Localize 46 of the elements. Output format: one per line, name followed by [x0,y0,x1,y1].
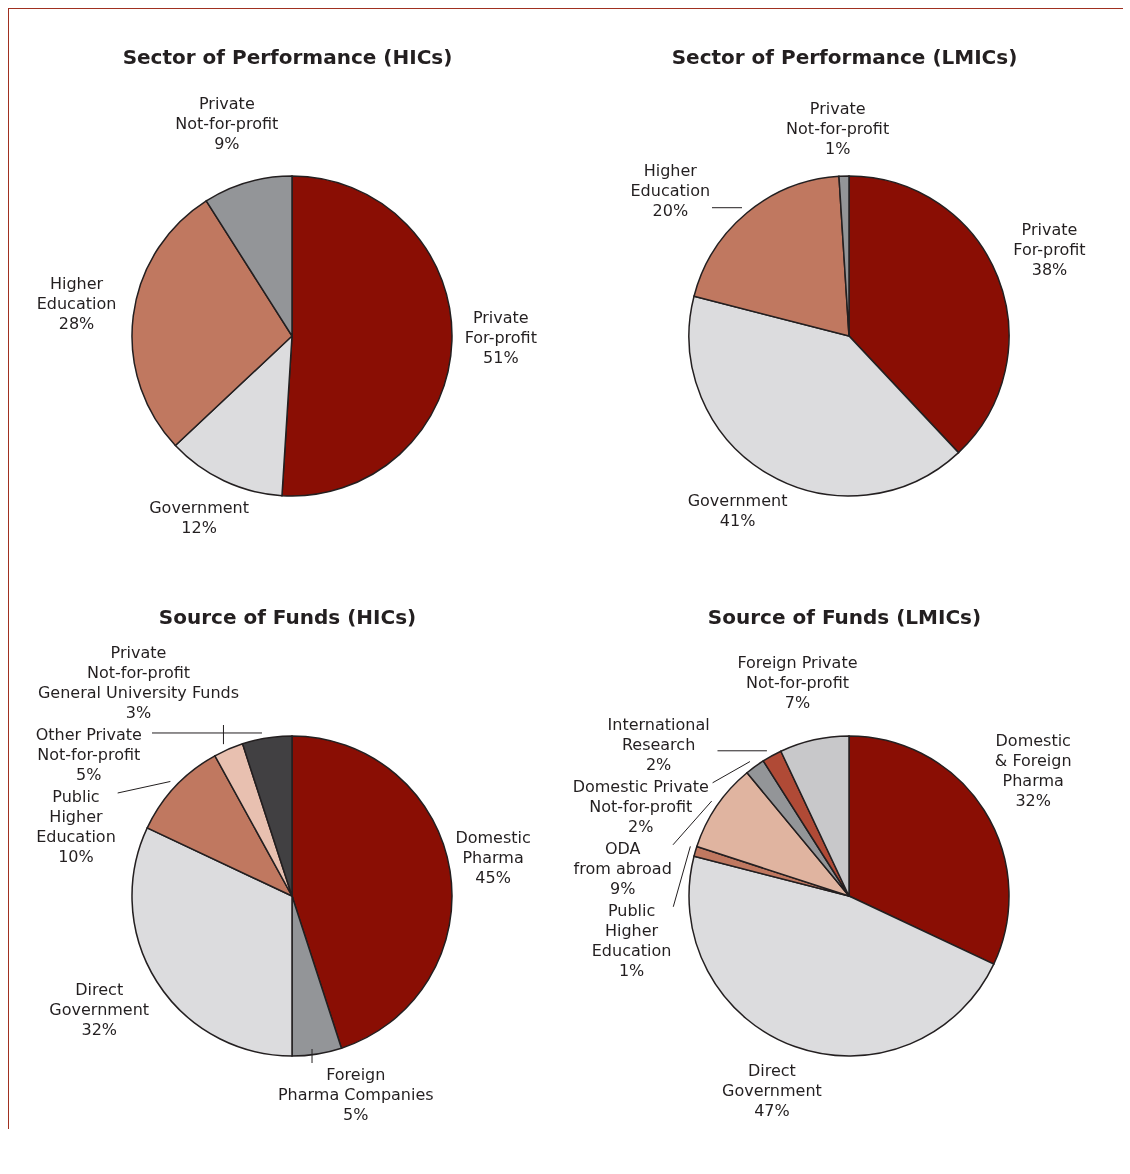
slice-label: Higher Education [630,161,711,201]
slice-label: Private For-profit [464,307,537,347]
data-label: 9% [610,878,636,898]
slice-label: ODA from abroad [573,838,672,878]
data-label: 41% [719,510,756,530]
slice-label: Domestic & Foreign Pharma [994,730,1072,790]
data-label: 7% [784,692,811,712]
slice-label: Higher Education [36,274,117,314]
data-label: 1% [824,139,851,159]
slice-label: Private Not-for-profit General University Funds [37,643,240,702]
slice-label: Direct Government [49,980,150,1020]
slice-label: Public Higher Education [591,900,672,960]
slice-label: International Research [607,714,710,754]
data-label: 47% [754,1101,790,1121]
chart-title: Sector of Performance (HICs) [121,45,454,69]
data-label: 1% [618,960,645,980]
slice-label: Foreign Pharma Companies [277,1065,434,1104]
data-label: 38% [1031,259,1068,279]
data-label: 2% [628,816,654,836]
slice-label: Private Not-for-profit [175,93,279,133]
slice-label: Other Private Not-for-profit [35,725,142,764]
chart-title: Source of Funds (HICs) [157,605,418,629]
slice-label: Government [149,497,250,517]
slice-label: Domestic Pharma [455,828,531,868]
data-label: 5% [343,1105,369,1124]
slice-label: Private For-profit [1013,219,1086,259]
data-label: 10% [58,847,94,866]
slice-label: Public Higher Education [36,787,116,846]
chart-title: Sector of Performance (LMICs) [670,45,1019,69]
data-label: 32% [81,1020,118,1040]
data-label: 51% [483,347,519,367]
data-label: 2% [645,754,672,774]
data-label: 12% [181,517,217,537]
data-label: 5% [76,765,102,784]
data-label: 32% [1015,790,1051,810]
data-label: 9% [214,133,240,153]
data-label: 45% [475,868,511,888]
slice-label: Direct Government [722,1061,822,1101]
data-label: 20% [652,201,689,221]
data-label: 28% [58,314,95,334]
slice-label: Domestic Private Not-for-profit [572,776,709,816]
data-label: 3% [125,703,152,722]
slice-label: Private Not-for-profit [786,99,890,139]
chart-title: Source of Funds (LMICs) [706,605,983,629]
slice-label: Foreign Private Not-for-profit [737,652,858,692]
slice-label: Government [687,490,788,510]
